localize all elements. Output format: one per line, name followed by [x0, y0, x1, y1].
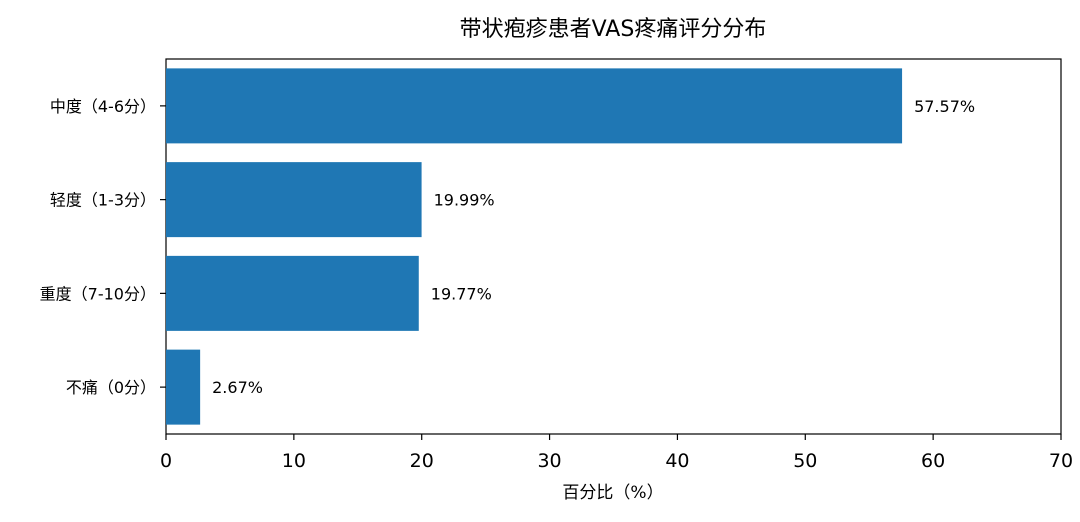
x-axis-label: 百分比（%）	[562, 483, 663, 503]
x-tick-label: 10	[282, 450, 306, 472]
y-tick-label: 不痛（0分）	[66, 378, 156, 397]
bar	[166, 349, 201, 425]
bar-value-label: 19.99%	[434, 191, 495, 210]
x-tick-label: 20	[410, 450, 434, 472]
bar	[166, 255, 419, 331]
x-tick-label: 70	[1049, 450, 1073, 472]
x-tick-label: 40	[665, 450, 689, 472]
x-axis: 0 10 20 30 40 50 60 70	[160, 434, 1073, 472]
bar-value-label: 2.67%	[212, 378, 263, 397]
bar	[166, 68, 903, 144]
x-tick-label: 30	[537, 450, 561, 472]
bars-layer: 57.57% 19.99% 19.77% 2.67%	[166, 68, 975, 425]
x-tick-label: 60	[921, 450, 945, 472]
bar-value-label: 57.57%	[914, 97, 975, 116]
x-tick-label: 0	[160, 450, 172, 472]
x-tick-label: 50	[793, 450, 817, 472]
y-tick-label: 中度（4-6分）	[50, 97, 156, 116]
y-tick-label: 重度（7-10分）	[40, 284, 156, 303]
y-axis: 中度（4-6分） 轻度（1-3分） 重度（7-10分） 不痛（0分）	[40, 97, 166, 397]
bar-value-label: 19.77%	[431, 284, 492, 303]
bar	[166, 162, 422, 238]
chart-title: 带状疱疹患者VAS疼痛评分分布	[460, 17, 767, 42]
y-tick-label: 轻度（1-3分）	[50, 191, 156, 210]
plot-frame	[165, 58, 1062, 435]
